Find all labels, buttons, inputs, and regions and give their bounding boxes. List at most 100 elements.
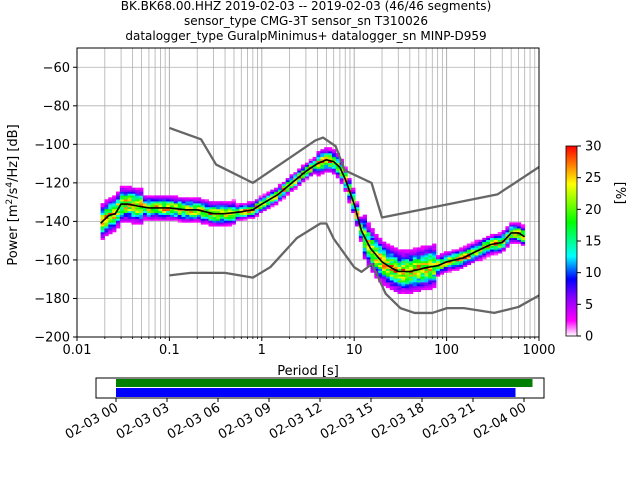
heatmap-cell (227, 208, 233, 212)
heatmap-cell (420, 253, 425, 256)
heatmap-cell (489, 245, 495, 248)
heatmap-cell (370, 233, 375, 237)
heatmap-cell (455, 251, 460, 254)
heatmap-cell (212, 205, 217, 208)
heatmap-cell (112, 222, 117, 225)
colorbar-tick-label: 0 (585, 330, 593, 345)
heatmap-cell (274, 195, 279, 198)
heatmap-cell (100, 214, 105, 217)
heatmap-cell (316, 166, 321, 169)
heatmap-cell (378, 268, 383, 271)
heatmap-cell (416, 264, 421, 267)
heatmap-cell (270, 193, 275, 196)
heatmap-cell (382, 251, 387, 254)
heatmap-cell (389, 251, 395, 254)
heatmap-cell (420, 272, 425, 275)
heatmap-cell (142, 208, 148, 212)
heatmap-cell (436, 272, 441, 275)
heatmap-cell (459, 260, 464, 264)
heatmap-cell (393, 285, 398, 289)
heatmap-cell (204, 201, 209, 204)
heatmap-cell (158, 195, 163, 198)
heatmap-cell (108, 226, 113, 229)
heatmap-cell (374, 257, 379, 260)
heatmap-cell (409, 249, 414, 252)
heatmap-cell (119, 216, 125, 219)
heatmap-cell (385, 276, 391, 279)
heatmap-cell (382, 268, 387, 271)
heatmap-cell (328, 164, 333, 167)
heatmap-cell (497, 243, 502, 246)
heatmap-cell (196, 216, 202, 219)
heatmap-cell (212, 222, 217, 225)
heatmap-cell (281, 185, 287, 188)
heatmap-cell (428, 276, 433, 279)
heatmap-cell (158, 208, 163, 212)
heatmap-cell (501, 243, 506, 246)
heatmap-cell (266, 193, 271, 196)
heatmap-cell (362, 247, 368, 250)
heatmap-cell (366, 253, 371, 256)
heatmap-cell (362, 224, 368, 227)
heatmap-cell (416, 262, 421, 266)
heatmap-cell (223, 224, 229, 227)
heatmap-cell (154, 199, 159, 202)
heatmap-cell (351, 210, 356, 214)
heatmap-cell (378, 266, 383, 269)
heatmap-cell (443, 262, 448, 266)
heatmap-cell (100, 206, 105, 210)
heatmap-cell (462, 247, 468, 250)
heatmap-cell (385, 268, 391, 271)
heatmap-cell (316, 168, 321, 171)
heatmap-cell (116, 216, 121, 219)
heatmap-cell (428, 253, 433, 256)
heatmap-cell (158, 218, 163, 221)
heatmap-cell (139, 212, 144, 215)
heatmap-cell (455, 268, 460, 271)
heatmap-cell (119, 212, 125, 215)
heatmap-cell (393, 282, 398, 285)
heatmap-cell (432, 270, 437, 273)
heatmap-cell (416, 260, 421, 264)
heatmap-cell (139, 218, 144, 221)
heatmap-cell (262, 193, 267, 196)
heatmap-cell (405, 278, 410, 281)
heatmap-cell (162, 199, 167, 202)
heatmap-cell (200, 203, 206, 206)
heatmap-cell (366, 235, 371, 239)
heatmap-cell (135, 203, 140, 206)
heatmap-cell (247, 216, 252, 219)
heatmap-cell (166, 210, 171, 214)
heatmap-cell (389, 249, 395, 252)
heatmap-cell (231, 205, 236, 208)
coverage-bar (116, 388, 516, 397)
heatmap-cell (378, 251, 383, 254)
heatmap-cell (424, 268, 429, 271)
heatmap-cell (409, 282, 414, 285)
heatmap-cell (173, 218, 179, 221)
heatmap-cell (513, 239, 518, 242)
heatmap-cell (451, 260, 456, 264)
heatmap-cell (420, 245, 425, 248)
heatmap-cell (250, 214, 256, 217)
heatmap-cell (181, 210, 186, 214)
heatmap-cell (482, 243, 487, 246)
heatmap-cell (127, 197, 132, 200)
heatmap-cell (293, 183, 298, 187)
heatmap-cell (316, 174, 321, 177)
heatmap-cell (169, 212, 175, 215)
heatmap-cell (451, 251, 456, 254)
heatmap-cell (166, 195, 171, 198)
heatmap-cell (358, 237, 364, 241)
heatmap-cell (343, 176, 348, 179)
heatmap-cell (428, 284, 433, 287)
heatmap-cell (466, 247, 472, 250)
heatmap-cell (216, 220, 221, 223)
heatmap-cell (274, 187, 279, 190)
heatmap-cell (405, 257, 410, 260)
heatmap-cell (378, 272, 383, 275)
heatmap-cell (293, 181, 298, 185)
heatmap-cell (493, 237, 499, 241)
heatmap-cell (393, 260, 398, 264)
